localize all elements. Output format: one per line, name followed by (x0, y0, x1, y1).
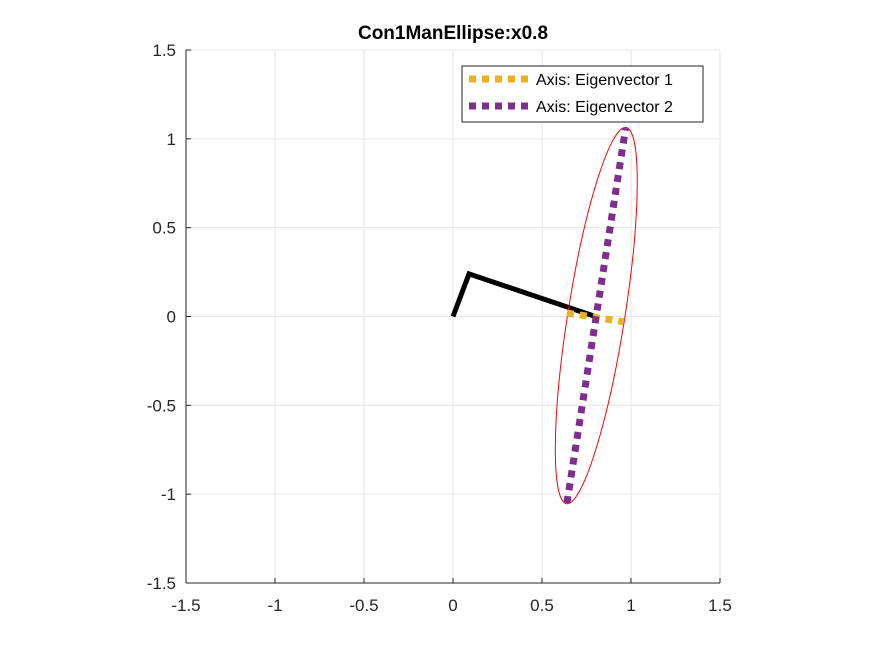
link-arm-line (450, 270, 597, 319)
y-tick-label: 1.5 (152, 41, 176, 60)
data-layer (450, 126, 638, 505)
eigenvector-2-line (563, 127, 630, 504)
x-tick-label: 1.5 (708, 596, 732, 615)
legend: Axis: Eigenvector 1 Axis: Eigenvector 2 (461, 65, 704, 123)
x-tick-label: -1.5 (171, 596, 200, 615)
legend-label-2: Axis: Eigenvector 2 (536, 99, 673, 116)
x-tick-label: -1 (267, 596, 282, 615)
y-tick-label: -0.5 (147, 396, 176, 415)
y-tick-label: 1 (167, 130, 176, 149)
x-tick-label: 0.5 (530, 596, 554, 615)
x-tick-label: 0 (448, 596, 457, 615)
legend-box (461, 65, 704, 123)
y-tick-label: 0.5 (152, 219, 176, 238)
axes: -1.5 -1 -0.5 0 0.5 1 1.5 1.5 1 0.5 0 -0.5 -1 -1.5 (147, 41, 732, 615)
y-tick-label: -1 (161, 485, 176, 504)
y-tick-label: 0 (167, 308, 176, 327)
legend-label-1: Axis: Eigenvector 1 (536, 72, 673, 89)
x-tick-label: 1 (626, 596, 635, 615)
x-tick-label: -0.5 (349, 596, 378, 615)
y-tick-label: -1.5 (147, 574, 176, 593)
chart-title: Con1ManEllipse:x0.8 (358, 23, 548, 44)
